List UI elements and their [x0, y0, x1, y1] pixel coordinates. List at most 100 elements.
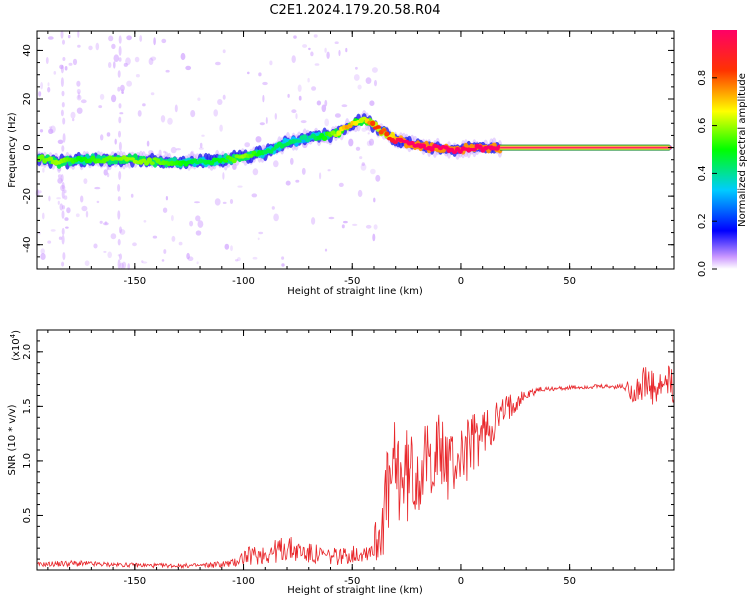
spectrogram-noise-blob	[150, 56, 157, 61]
spectrogram-noise-blob	[258, 231, 264, 235]
spectrogram-noise-blob	[93, 243, 98, 249]
figure-title: C2E1.2024.179.20.58.R04	[269, 3, 440, 18]
spectrogram-noise-blob	[290, 157, 294, 165]
spectrogram-noise-blob	[158, 149, 162, 157]
spectrogram-noise-blob	[338, 49, 341, 57]
spectrogram-noise-blob	[96, 200, 100, 204]
spectrogram-streak-blob	[118, 130, 121, 138]
x-tick-label: -150	[123, 276, 146, 287]
spectrogram-noise-blob	[237, 185, 243, 188]
spectrogram-ridge-mark	[223, 159, 229, 163]
spectrogram-noise-blob	[113, 61, 116, 69]
spectrogram-noise-blob	[274, 113, 277, 120]
snr-x-ticks: -150 -100 -50 0 50	[47, 330, 658, 587]
colorbar-tick-label: 0.0	[697, 261, 708, 277]
spectrogram-noise-blob	[99, 220, 103, 224]
spectrogram-noise-blob	[361, 162, 365, 167]
spectrogram-streak-blob	[61, 210, 65, 219]
spectrogram-noise-blob	[47, 240, 52, 244]
spectrogram-noise-blob	[302, 44, 308, 48]
spectrogram-ridge-mark	[47, 156, 54, 161]
spectrogram-streak-blob	[62, 205, 65, 210]
y-tick-label: 1.0	[22, 453, 33, 469]
spectrogram-noise-blob	[189, 220, 194, 227]
spectrogram-noise-blob	[196, 261, 199, 265]
colorbar-tick-label: 0.2	[697, 213, 708, 229]
snr-marks	[36, 365, 675, 570]
spectrogram-streak-blob	[119, 253, 122, 260]
spectrogram-noise-blob	[80, 195, 84, 203]
spectrogram-streak-blob	[118, 141, 122, 151]
spectrogram-noise-blob	[369, 138, 374, 146]
spectrogram-noise-blob	[88, 45, 93, 51]
spectrogram-ridge-mark	[347, 123, 353, 129]
spectrogram-noise-blob	[141, 261, 148, 264]
spectrogram-noise-blob	[135, 74, 140, 78]
spectrogram-noise-blob	[132, 242, 137, 247]
spectrogram-noise-blob	[345, 47, 348, 53]
spectrogram-noise-blob	[180, 52, 186, 61]
spectrogram-streak-blob	[61, 102, 65, 108]
spectrogram-noise-blob	[117, 254, 121, 257]
spectrogram-noise-blob	[310, 51, 314, 57]
spectrogram-panel: -150 -100 -50 0 50 40 20 0 -20 -40 Height of str…	[7, 30, 675, 297]
spectrogram-noise-blob	[64, 66, 68, 71]
spectrogram-noise-blob	[352, 223, 358, 226]
spectrogram-noise-blob	[171, 215, 174, 222]
spectrogram-streak-blob	[117, 238, 121, 246]
spectrogram-noise-blob	[262, 81, 268, 86]
spectrogram-noise-blob	[298, 95, 302, 101]
spectrogram-noise-blob	[293, 35, 297, 39]
spectrogram-noise-blob	[142, 103, 146, 107]
spectrogram-noise-blob	[372, 233, 376, 242]
spectrogram-noise-blob	[251, 193, 258, 198]
spectrogram-noise-blob	[281, 263, 285, 267]
spectrogram-noise-blob	[285, 180, 291, 186]
spectrogram-streak-blob	[118, 103, 122, 109]
spectrogram-noise-blob	[222, 172, 225, 180]
spectrogram-noise-blob	[257, 237, 260, 241]
snr-line	[36, 365, 675, 570]
spectrogram-noise-blob	[121, 91, 124, 94]
spectrogram-noise-blob	[273, 213, 279, 222]
spectrogram-noise-blob	[162, 207, 168, 213]
spectrogram-noise-blob	[146, 140, 150, 147]
spectrogram-noise-blob	[295, 113, 298, 120]
spectrogram-streak-blob	[117, 259, 121, 270]
spectrogram-ridge-mark	[409, 140, 415, 146]
spectrogram-noise-blob	[281, 256, 285, 260]
spectrogram-noise-blob	[235, 259, 239, 262]
spectrogram-noise-blob	[171, 235, 176, 242]
spectrogram-streak-blob	[60, 30, 64, 39]
snr-scale-prefix: (x10	[11, 338, 22, 361]
colorbar-gradient	[712, 30, 737, 269]
spectrogram-noise-blob	[197, 220, 204, 228]
spectrogram-noise-blob	[39, 129, 44, 133]
spectrogram-noise-blob	[40, 248, 45, 254]
spectrogram-ridge-mark	[420, 143, 427, 149]
spectrogram-ridge-mark	[375, 125, 381, 129]
spectrogram-noise-blob	[85, 210, 89, 218]
spectrogram-noise-blob	[316, 100, 322, 106]
spectrogram-noise-blob	[70, 111, 76, 119]
spectrogram-noise-blob	[150, 92, 155, 96]
spectrogram-noise-blob	[110, 233, 117, 240]
spectrogram-noise-blob	[247, 71, 250, 75]
spectrogram-noise-blob	[103, 222, 109, 226]
spectrogram-noise-blob	[76, 107, 83, 114]
spectrogram-noise-blob	[152, 235, 158, 239]
spectrogram-marks	[35, 30, 673, 270]
spectrogram-noise-blob	[341, 224, 345, 229]
spectrogram-noise-blob	[201, 134, 205, 137]
spectrogram-noise-blob	[174, 104, 178, 113]
spectrogram-noise-blob	[215, 61, 221, 66]
spectrogram-noise-blob	[49, 126, 53, 129]
spectrogram-ridge-mark	[471, 147, 477, 152]
spectrogram-noise-blob	[327, 169, 331, 172]
x-tick-label: 50	[563, 576, 576, 587]
spectrogram-noise-blob	[111, 94, 117, 103]
spectrogram-noise-blob	[287, 93, 290, 98]
spectrogram-noise-blob	[217, 99, 223, 105]
spectrogram-noise-blob	[37, 190, 42, 194]
spectrogram-noise-blob	[165, 196, 168, 201]
